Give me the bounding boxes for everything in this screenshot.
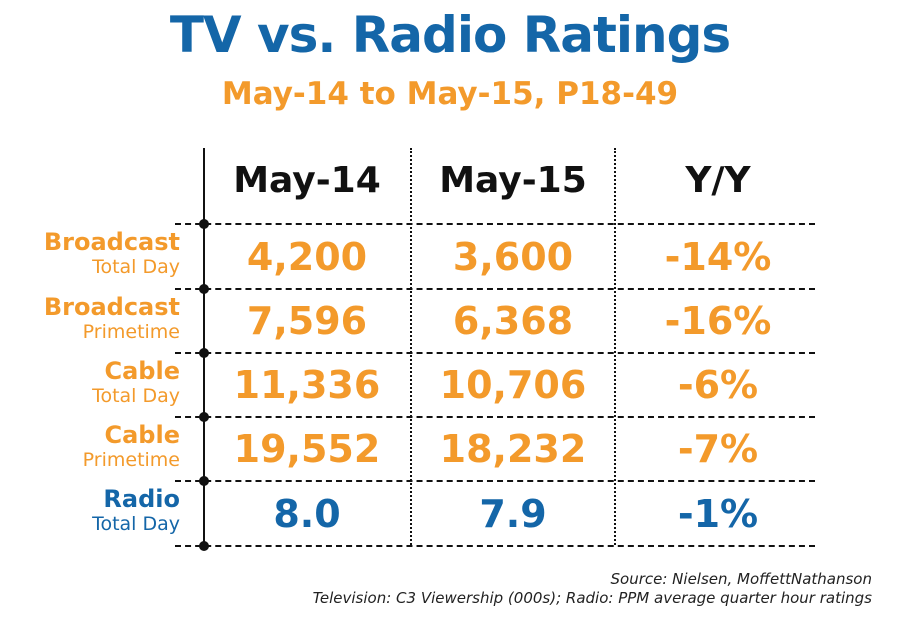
row-marker-dot xyxy=(199,284,209,294)
table-cell-value: 7.9 xyxy=(479,491,547,536)
row-label: Radio Total Day xyxy=(10,487,180,534)
row-divider xyxy=(175,223,815,225)
row-divider xyxy=(175,416,815,418)
row-label: Cable Primetime xyxy=(10,423,180,470)
table-cell-value: 10,706 xyxy=(439,363,587,407)
column-header: May-14 xyxy=(233,160,381,201)
row-label-sub: Total Day xyxy=(92,256,180,278)
source-note: Source: Nielsen, MoffettNathanson xyxy=(610,570,872,588)
row-label-main: Broadcast xyxy=(43,228,180,256)
table-cell-value: -16% xyxy=(664,299,772,343)
row-label-sub: Total Day xyxy=(92,385,180,407)
table-cell-value: -6% xyxy=(677,363,759,407)
row-label: Cable Total Day xyxy=(10,359,180,406)
table-cell-value: -7% xyxy=(677,427,759,471)
table-cell-value: 11,336 xyxy=(233,363,381,407)
row-divider xyxy=(175,480,815,482)
row-divider xyxy=(175,288,815,290)
row-label-sub: Total Day xyxy=(92,513,180,535)
table-cell-value: -1% xyxy=(677,491,759,536)
row-marker-dot xyxy=(199,348,209,358)
chart-title: TV vs. Radio Ratings xyxy=(169,6,731,64)
column-divider xyxy=(614,148,616,545)
row-marker-dot xyxy=(199,541,209,551)
methodology-note: Television: C3 Viewership (000s); Radio:… xyxy=(312,589,872,607)
table-cell-value: 7,596 xyxy=(246,299,368,343)
table-cell-value: 4,200 xyxy=(246,234,368,279)
row-label-sub: Primetime xyxy=(82,321,180,343)
row-label: Broadcast Total Day xyxy=(10,230,180,277)
column-header: Y/Y xyxy=(685,160,751,201)
row-marker-dot xyxy=(199,476,209,486)
row-label-main: Cable xyxy=(104,357,181,385)
table-cell-value: 3,600 xyxy=(452,234,574,279)
row-divider xyxy=(175,352,815,354)
column-header: May-15 xyxy=(439,160,587,201)
row-marker-dot xyxy=(199,219,209,229)
row-label-main: Broadcast xyxy=(43,293,180,321)
table-cell-value: 18,232 xyxy=(439,427,587,471)
row-divider xyxy=(175,545,815,547)
table-cell-value: 19,552 xyxy=(233,427,381,471)
row-label-main: Cable xyxy=(104,421,181,449)
table-cell-value: 8.0 xyxy=(273,491,341,536)
table-cell-value: -14% xyxy=(664,234,772,279)
chart-subtitle: May-14 to May-15, P18-49 xyxy=(221,76,679,112)
row-label-sub: Primetime xyxy=(82,449,180,471)
table-cell-value: 6,368 xyxy=(452,299,574,343)
row-label: Broadcast Primetime xyxy=(10,295,180,342)
row-marker-dot xyxy=(199,412,209,422)
table-axis-line xyxy=(203,148,205,545)
column-divider xyxy=(410,148,412,545)
row-label-main: Radio xyxy=(103,485,180,513)
